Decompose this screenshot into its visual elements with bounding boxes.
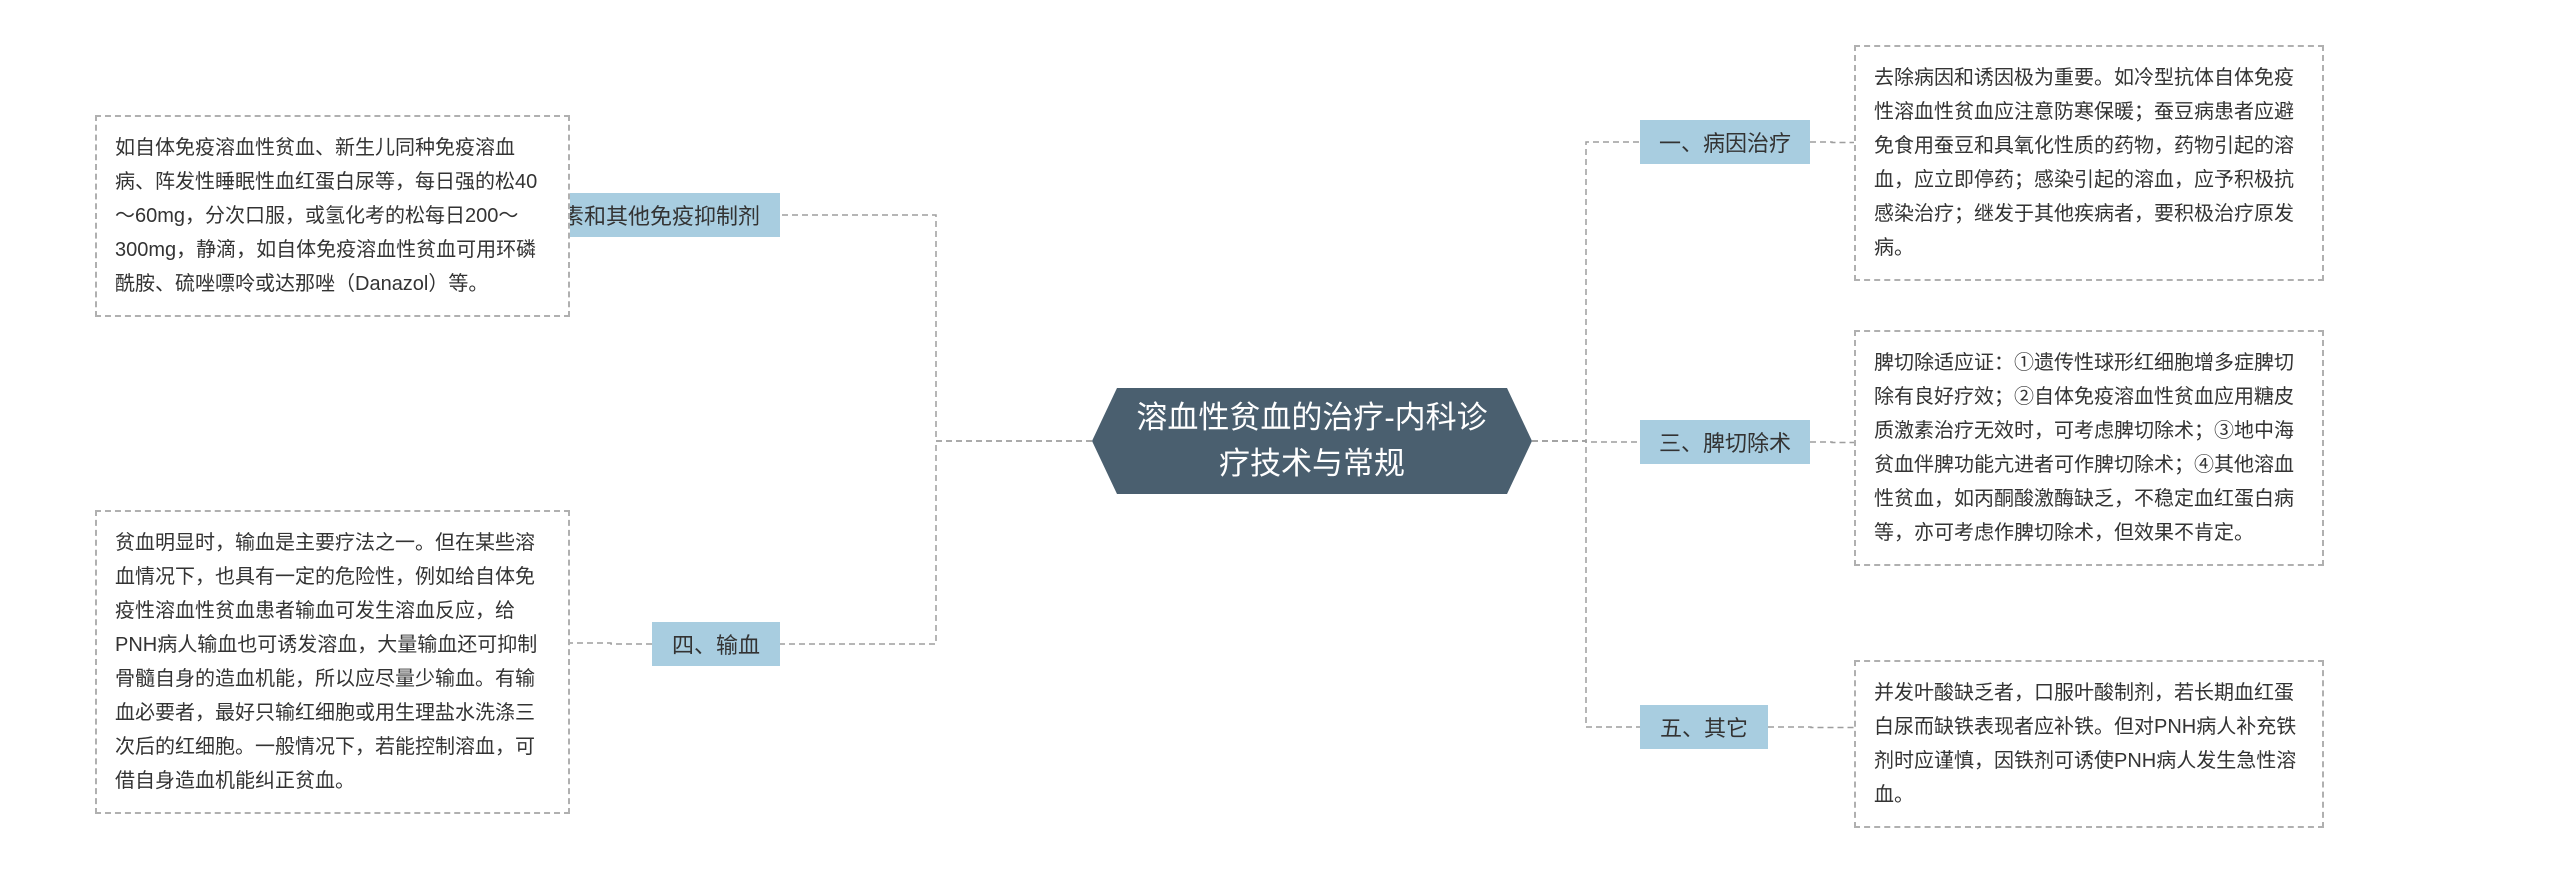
desc-b5: 并发叶酸缺乏者，口服叶酸制剂，若长期血红蛋白尿而缺铁表现者应补铁。但对PNH病人…: [1854, 660, 2324, 828]
desc-b2: 如自体免疫溶血性贫血、新生儿同种免疫溶血病、阵发性睡眠性血红蛋白尿等，每日强的松…: [95, 115, 570, 317]
desc-text: 贫血明显时，输血是主要疗法之一。但在某些溶血情况下，也具有一定的危险性，例如给自…: [115, 532, 537, 792]
desc-b3: 脾切除适应证：①遗传性球形红细胞增多症脾切除有良好疗效；②自体免疫溶血性贫血应用…: [1854, 330, 2324, 566]
branch-label: 三、脾切除术: [1659, 426, 1791, 458]
branch-label: 四、输血: [672, 628, 760, 660]
branch-b4: 四、输血: [652, 622, 780, 666]
desc-text: 脾切除适应证：①遗传性球形红细胞增多症脾切除有良好疗效；②自体免疫溶血性贫血应用…: [1874, 352, 2294, 544]
desc-b1: 去除病因和诱因极为重要。如冷型抗体自体免疫性溶血性贫血应注意防寒保暖；蚕豆病患者…: [1854, 45, 2324, 281]
branch-b1: 一、病因治疗: [1640, 120, 1810, 164]
central-node-text: 溶血性贫血的治疗-内科诊 疗技术与常规: [1132, 395, 1492, 488]
mindmap-canvas: 溶血性贫血的治疗-内科诊 疗技术与常规 一、病因治疗 去除病因和诱因极为重要。如冷…: [0, 0, 2560, 883]
central-node: 溶血性贫血的治疗-内科诊 疗技术与常规: [1092, 388, 1532, 494]
desc-b4: 贫血明显时，输血是主要疗法之一。但在某些溶血情况下，也具有一定的危险性，例如给自…: [95, 510, 570, 814]
desc-text: 去除病因和诱因极为重要。如冷型抗体自体免疫性溶血性贫血应注意防寒保暖；蚕豆病患者…: [1874, 67, 2294, 259]
branch-b3: 三、脾切除术: [1640, 420, 1810, 464]
branch-label: 一、病因治疗: [1659, 126, 1791, 158]
desc-text: 并发叶酸缺乏者，口服叶酸制剂，若长期血红蛋白尿而缺铁表现者应补铁。但对PNH病人…: [1874, 682, 2296, 806]
branch-label: 五、其它: [1660, 711, 1748, 743]
desc-text: 如自体免疫溶血性贫血、新生儿同种免疫溶血病、阵发性睡眠性血红蛋白尿等，每日强的松…: [115, 137, 537, 295]
branch-b5: 五、其它: [1640, 705, 1768, 749]
